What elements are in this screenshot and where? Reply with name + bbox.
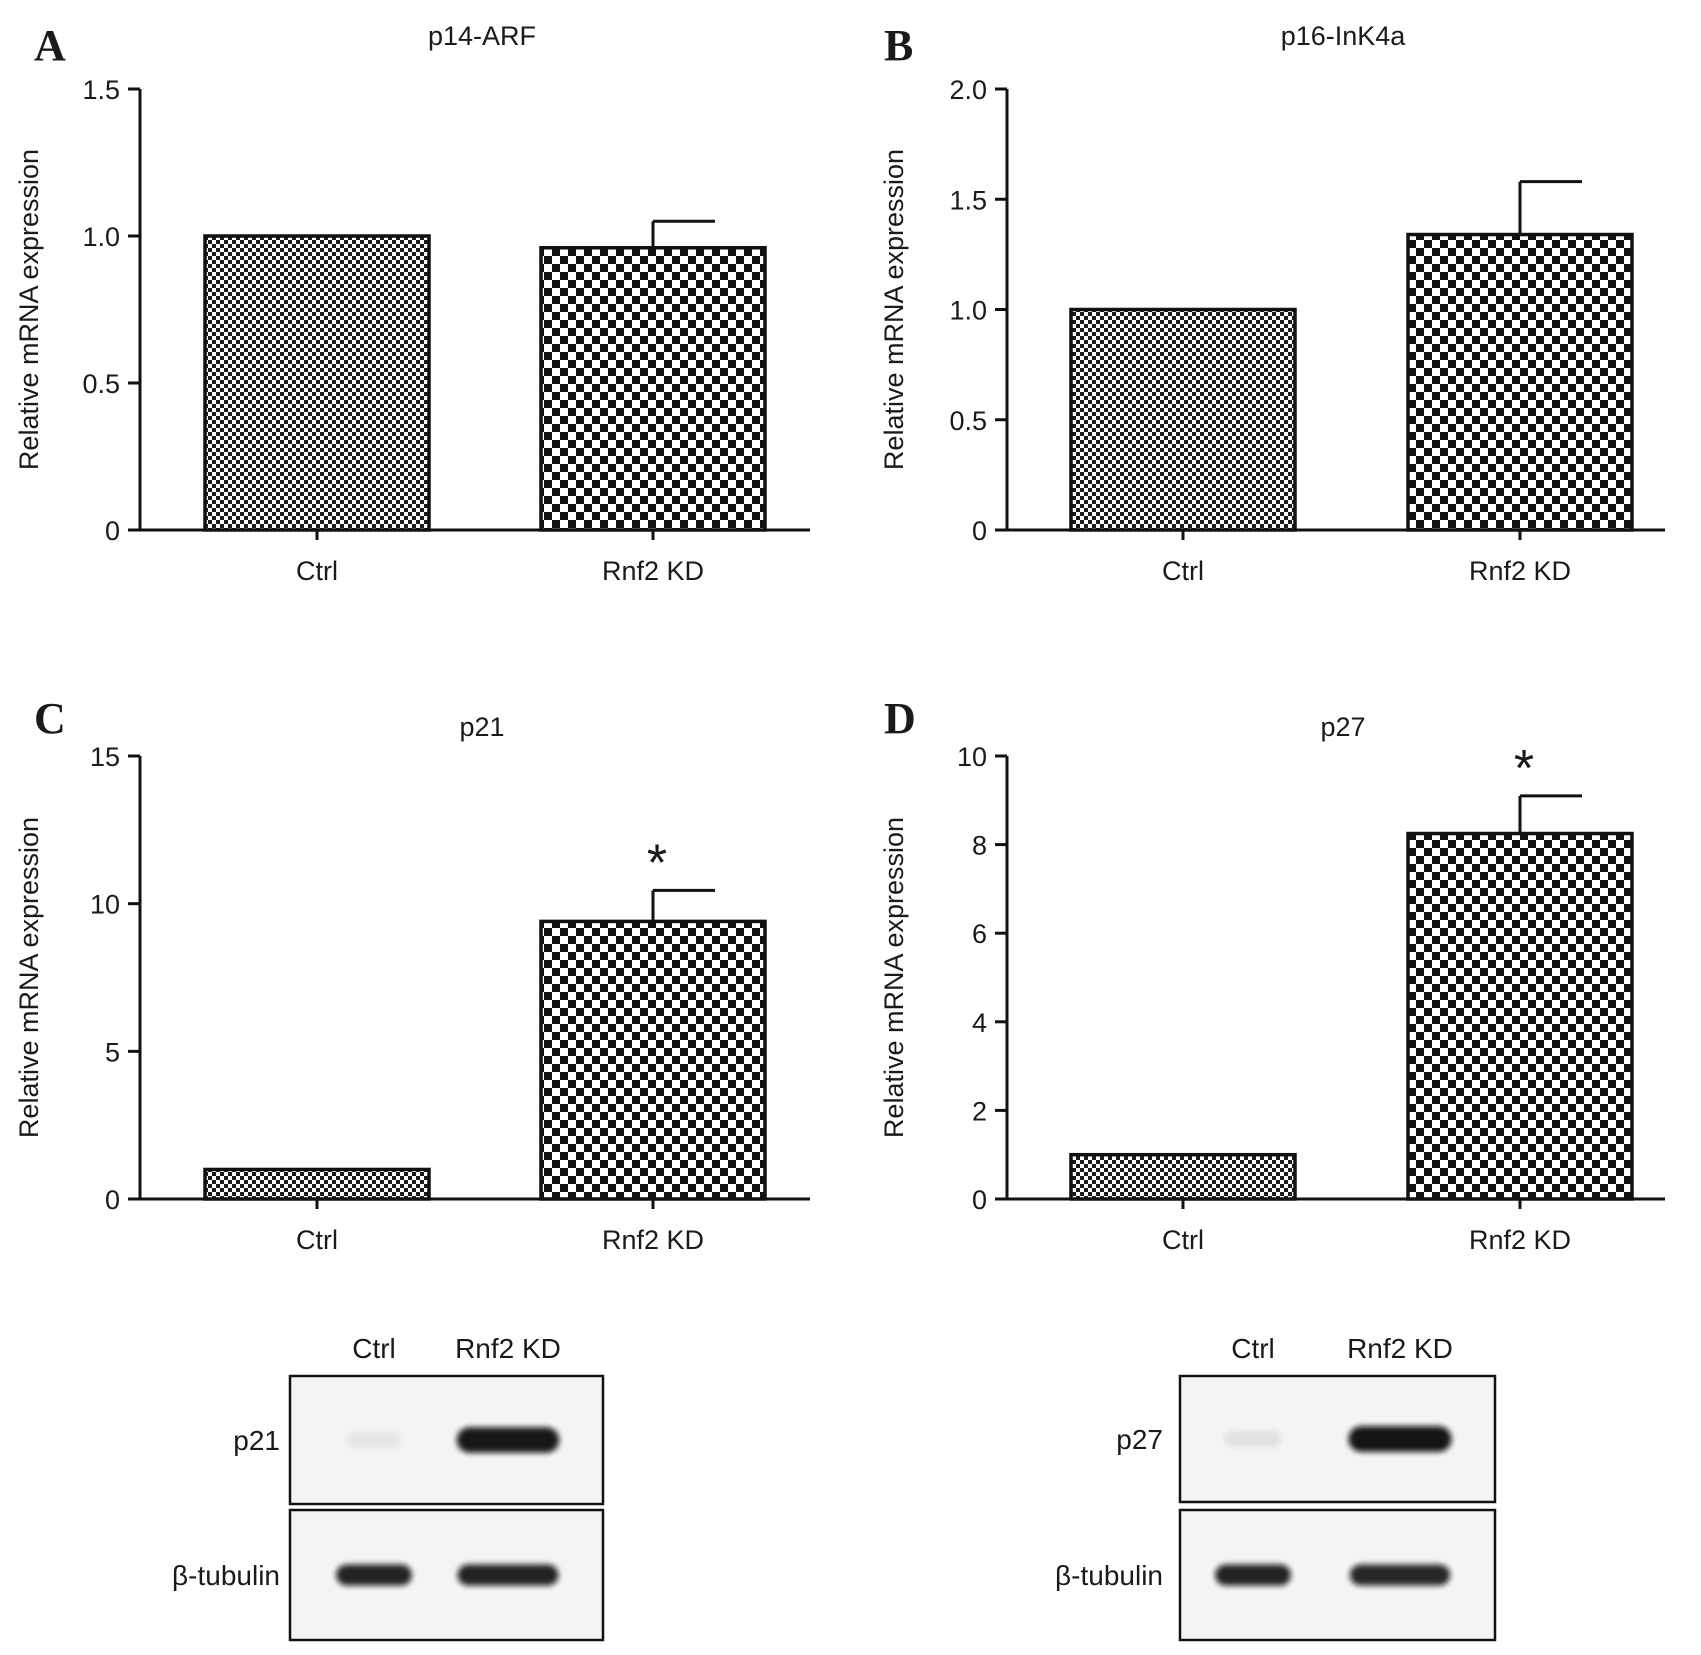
y-tick-label: 5: [105, 1037, 120, 1067]
chart-title: p16-InK4a: [1281, 21, 1407, 51]
chart-panel-b: p16-InK4a Relative mRNA expression Ctrl Rnf…: [879, 21, 1665, 586]
y-tick-label: 0: [105, 516, 120, 546]
y-tick-label: 0: [972, 1185, 987, 1215]
y-tick-label: 0: [972, 516, 987, 546]
bar-rnf2-kd: [1406, 232, 1634, 532]
error-bar: [651, 888, 715, 922]
y-tick-label: 1.5: [82, 75, 120, 105]
charts-layer: p14-ARF Relative mRNA expression Ctrl Rnf2 …: [14, 21, 1665, 1255]
y-axis-label: Relative mRNA expression: [14, 149, 44, 470]
blot-band: [1348, 1426, 1452, 1452]
panel-letter-a: A: [34, 21, 66, 70]
significance-marker: *: [1514, 740, 1534, 798]
x-tick-label: Rnf2 KD: [1469, 1225, 1571, 1255]
bar-rnf2-kd: [1406, 831, 1634, 1201]
x-tick-label: Ctrl: [296, 1225, 338, 1255]
y-tick-label: 0.5: [82, 369, 120, 399]
chart-title: p27: [1320, 712, 1365, 742]
blot-band: [1224, 1430, 1282, 1448]
blot-lane-label: Ctrl: [352, 1333, 396, 1364]
blots-layer: Ctrl Rnf2 KD p21 β-tubulin Ctrl Rnf2 KD p27 β-t…: [172, 1333, 1497, 1642]
western-blot-c: Ctrl Rnf2 KD p21 β-tubulin: [172, 1333, 605, 1642]
blot-band: [346, 1431, 402, 1449]
blot-protein-label: p21: [233, 1425, 280, 1456]
blot-protein-label: β-tubulin: [172, 1560, 280, 1591]
x-tick-label: Ctrl: [296, 556, 338, 586]
x-tick-label: Ctrl: [1162, 556, 1204, 586]
bar-ctrl: [203, 234, 431, 532]
blot-protein-label: p27: [1116, 1424, 1163, 1455]
blot-lane-label: Rnf2 KD: [455, 1333, 561, 1364]
chart-panel-a: p14-ARF Relative mRNA expression Ctrl Rnf2 …: [14, 21, 810, 586]
western-blot-d: Ctrl Rnf2 KD p27 β-tubulin: [1055, 1333, 1497, 1642]
chart-panel-d: p27 Relative mRNA expression Ctrl * Rnf2 KD 0…: [879, 712, 1665, 1255]
y-tick-label: 1.5: [949, 185, 987, 215]
panel-letter-b: B: [884, 21, 913, 70]
bar-ctrl: [1069, 307, 1297, 532]
y-tick-label: 2.0: [949, 75, 987, 105]
chart-panel-c: p21 Relative mRNA expression Ctrl * Rnf2 KD 0…: [14, 712, 810, 1255]
x-tick-label: Rnf2 KD: [602, 1225, 704, 1255]
blot-protein-label: β-tubulin: [1055, 1560, 1163, 1591]
bar-ctrl: [203, 1167, 431, 1201]
bar-rnf2-kd: [539, 919, 767, 1201]
error-bar: [1518, 180, 1582, 235]
y-tick-label: 1.0: [949, 296, 987, 326]
y-tick-label: 10: [957, 742, 987, 772]
y-tick-label: 8: [972, 831, 987, 861]
y-axis-label: Relative mRNA expression: [14, 817, 44, 1138]
significance-marker: *: [647, 834, 667, 892]
error-bar: [1518, 794, 1582, 834]
blot-band: [1349, 1564, 1451, 1586]
panel-letter-c: C: [34, 694, 66, 743]
error-bar: [651, 219, 715, 248]
y-tick-label: 10: [90, 890, 120, 920]
y-tick-label: 2: [972, 1096, 987, 1126]
y-tick-label: 6: [972, 919, 987, 949]
y-axis-label: Relative mRNA expression: [879, 149, 909, 470]
y-tick-label: 1.0: [82, 222, 120, 252]
blot-band: [456, 1427, 560, 1453]
x-tick-label: Ctrl: [1162, 1225, 1204, 1255]
y-tick-label: 0.5: [949, 406, 987, 436]
blot-band: [1215, 1564, 1291, 1586]
y-tick-label: 0: [105, 1185, 120, 1215]
x-tick-label: Rnf2 KD: [1469, 556, 1571, 586]
y-tick-label: 15: [90, 742, 120, 772]
blot-band: [457, 1564, 559, 1586]
blot-lane-label: Rnf2 KD: [1347, 1333, 1453, 1364]
blot-lane-label: Ctrl: [1231, 1333, 1275, 1364]
x-tick-label: Rnf2 KD: [602, 556, 704, 586]
y-tick-label: 4: [972, 1008, 987, 1038]
chart-title: p21: [459, 712, 504, 742]
blot-band: [336, 1564, 412, 1586]
panel-letter-d: D: [884, 694, 916, 743]
bar-ctrl: [1069, 1152, 1297, 1201]
y-axis-label: Relative mRNA expression: [879, 817, 909, 1138]
bar-rnf2-kd: [539, 246, 767, 532]
chart-title: p14-ARF: [428, 21, 536, 51]
